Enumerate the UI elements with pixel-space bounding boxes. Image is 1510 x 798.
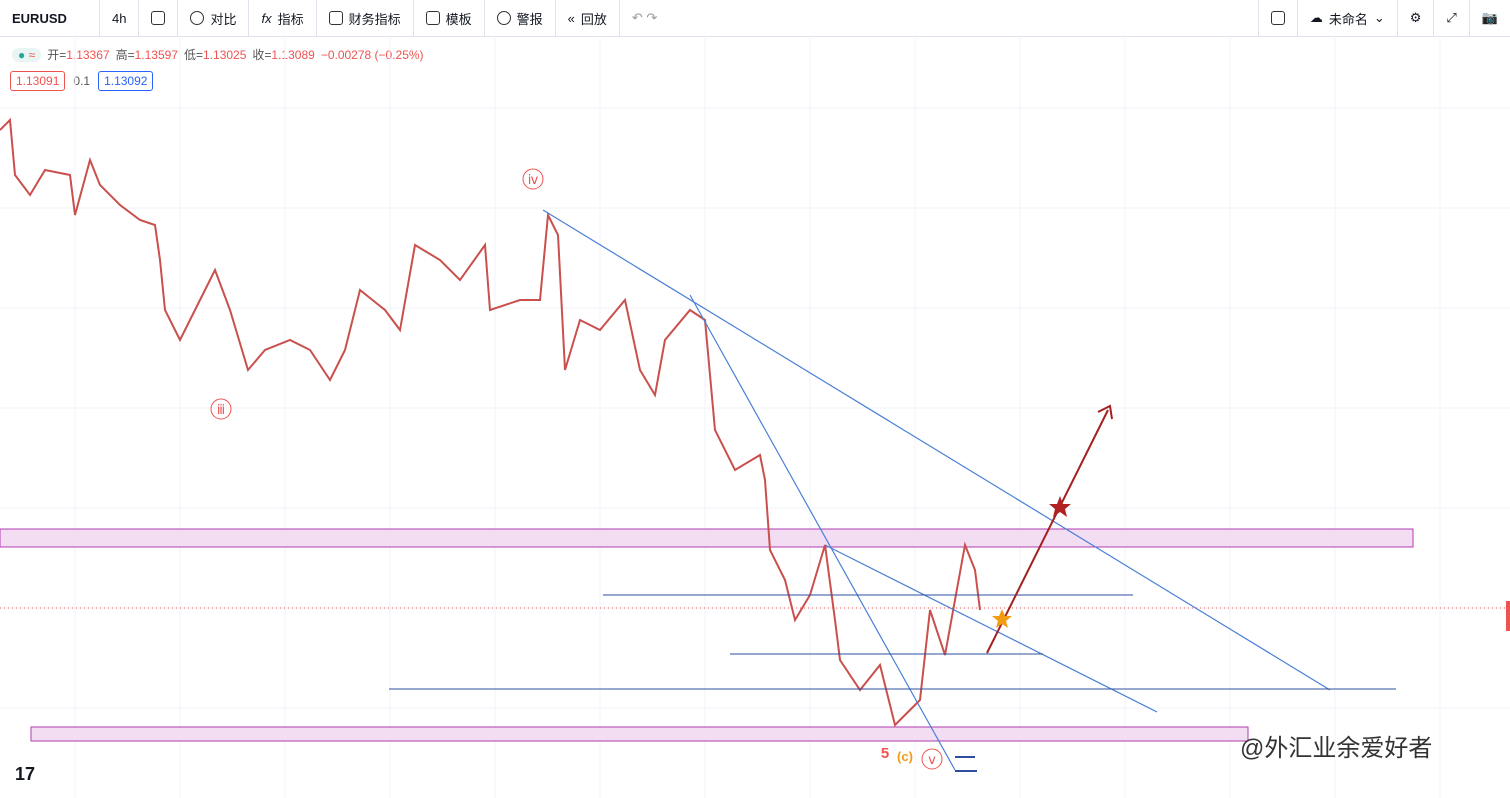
- wave-label: ⅳ: [528, 172, 539, 187]
- wave-label: ⅴ: [928, 752, 936, 767]
- status: ● ≈: [12, 47, 42, 62]
- fullscreen[interactable]: ⤢: [1434, 0, 1470, 37]
- wave-circle: [210, 398, 232, 420]
- settings[interactable]: ⚙: [1398, 0, 1435, 37]
- ohlc-label: 开=: [47, 48, 67, 62]
- arrow-head: [1097, 404, 1113, 420]
- ohlc-value: 1.13089: [271, 48, 315, 62]
- red-star: [1049, 496, 1071, 517]
- snapshot[interactable]: 📷: [1481, 10, 1498, 25]
- support-zone: [30, 726, 1249, 742]
- toolbar-item[interactable]: 财务指标: [317, 0, 414, 37]
- buy-price[interactable]: 1.13092: [98, 71, 154, 91]
- toolbar-item[interactable]: 对比: [178, 0, 250, 37]
- symbol[interactable]: EURUSD: [0, 0, 100, 37]
- ohlc: 开=1.13367: [47, 46, 109, 63]
- tv-logo: 17: [15, 764, 35, 784]
- toolbar-label: 指标: [277, 11, 304, 27]
- grid: [0, 38, 1510, 798]
- sell-price[interactable]: 1.13091: [10, 71, 66, 91]
- ohlc: 收=1.13089: [252, 46, 314, 63]
- toolbar-label: 对比: [210, 11, 237, 27]
- legend: ● ≈ 开=1.13367 高=1.13597 低=1.13025 收=1.13…: [12, 46, 424, 63]
- ohlc: 低=1.13025: [184, 46, 246, 63]
- toolbar-label: 警报: [516, 11, 543, 27]
- spread: 0.1: [73, 74, 91, 88]
- undo-redo[interactable]: ↶ ↷: [631, 10, 658, 25]
- fullscreen-box[interactable]: [1257, 0, 1298, 37]
- toolbar-label: 回放: [580, 11, 607, 27]
- toolbar-item[interactable]: fx 指标: [249, 0, 317, 37]
- watermark: @外汇业余爱好者: [1240, 735, 1432, 762]
- ohlc-label: 高=: [115, 48, 135, 62]
- price-path: [0, 117, 981, 727]
- price-buttons: 1.13091 0.1 1.13092: [10, 71, 154, 91]
- toolbar-label: 财务指标: [348, 11, 401, 27]
- wave-label: ⅲ: [217, 402, 225, 417]
- trendlines: [542, 209, 1331, 771]
- change: −0.00278 (−0.25%): [320, 47, 424, 62]
- wave-circle: [921, 748, 943, 770]
- resistance-zone: [0, 528, 1414, 548]
- wave-label: 5: [881, 745, 889, 762]
- toolbar-label: 模板: [445, 11, 472, 27]
- ohlc-label: 收=: [252, 48, 272, 62]
- ohlc: 高=1.13597: [116, 46, 178, 63]
- chart-style[interactable]: [139, 0, 179, 37]
- wave-label: (c): [897, 749, 913, 764]
- toolbar-item[interactable]: 警报: [485, 0, 556, 37]
- layout[interactable]: ☁ 未命名 ⌄: [1298, 0, 1398, 37]
- wave-circle: [522, 168, 544, 190]
- ohlc-value: 1.13025: [203, 48, 247, 62]
- horizontal-lines: [389, 594, 1396, 772]
- ohlc-value: 1.13367: [66, 48, 110, 62]
- price-scale-marker: [1506, 601, 1510, 631]
- ohlc-value: 1.13597: [134, 48, 178, 62]
- toolbar: EURUSD 4h 对比 fx 指标 财务指标 模板 警报 «回放 ↶ ↷ ☁ 未…: [0, 0, 1510, 37]
- layout-name: 未命名: [1328, 11, 1368, 27]
- toolbar-item[interactable]: 模板: [414, 0, 485, 37]
- orange-star: [992, 609, 1012, 628]
- ohlc-label: 低=: [184, 48, 204, 62]
- interval[interactable]: 4h: [100, 0, 140, 37]
- forecast-arrow: [986, 409, 1109, 654]
- toolbar-item[interactable]: «回放: [556, 0, 620, 37]
- chart: ⅳ ⅲ 5 (c) ⅴ 17 @外汇业余爱好者: [0, 38, 1510, 798]
